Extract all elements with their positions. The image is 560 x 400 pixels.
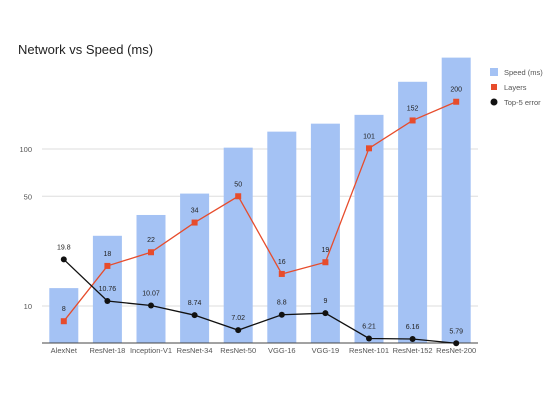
layers-marker bbox=[60, 318, 67, 325]
layers-data-label: 200 bbox=[450, 87, 462, 94]
legend-swatch-top5-error bbox=[490, 98, 498, 106]
y-tick-label: 10 bbox=[24, 302, 32, 311]
layers-data-label: 8 bbox=[62, 306, 66, 313]
layers-marker bbox=[278, 270, 285, 277]
layers-data-label: 16 bbox=[278, 259, 286, 266]
top5-error-data-label: 10.07 bbox=[142, 291, 160, 298]
layers-data-label: 152 bbox=[407, 105, 419, 112]
x-tick-label: ResNet-18 bbox=[89, 346, 125, 355]
layers-marker bbox=[104, 262, 111, 269]
x-tick-label: ResNet-200 bbox=[436, 346, 476, 355]
x-tick-label: VGG-16 bbox=[268, 346, 296, 355]
top5-error-marker bbox=[191, 312, 198, 319]
layers-line bbox=[63, 101, 457, 322]
top5-error-data-label: 7.02 bbox=[231, 315, 245, 322]
layers-data-label: 22 bbox=[147, 237, 155, 244]
layers-data-label: 19 bbox=[322, 247, 330, 254]
top5-error-marker bbox=[322, 310, 329, 317]
top5-error-data-label: 6.21 bbox=[362, 323, 376, 330]
legend-label-top5-error: Top-5 error bbox=[504, 98, 541, 107]
top5-error-marker bbox=[60, 256, 67, 263]
x-tick-label: AlexNet bbox=[51, 346, 78, 355]
legend-swatch-speed bbox=[490, 68, 498, 76]
layers-data-label: 50 bbox=[234, 181, 242, 188]
top5-error-marker bbox=[278, 311, 285, 318]
top5-error-marker bbox=[104, 298, 111, 305]
layers-data-label: 34 bbox=[191, 208, 199, 215]
x-tick-label: VGG-19 bbox=[312, 346, 340, 355]
top5-error-data-label: 10.76 bbox=[99, 286, 117, 293]
layers-marker bbox=[148, 249, 154, 256]
top5-error-marker bbox=[148, 302, 154, 309]
speed-bar bbox=[267, 131, 297, 343]
top5-error-data-label: 19.8 bbox=[57, 244, 71, 251]
legend-label-speed: Speed (ms) bbox=[504, 68, 543, 77]
chart-title: Network vs Speed (ms) bbox=[18, 42, 154, 57]
layers-marker bbox=[322, 259, 329, 266]
speed-bar bbox=[398, 81, 428, 343]
layers-data-label: 101 bbox=[363, 133, 375, 140]
speed-bar bbox=[223, 147, 253, 343]
top5-error-data-label: 9 bbox=[323, 298, 327, 305]
legend-label-layers: Layers bbox=[504, 83, 527, 92]
top5-error-marker bbox=[409, 336, 416, 343]
top5-error-marker bbox=[453, 340, 460, 347]
speed-bar bbox=[49, 288, 79, 343]
x-tick-label: Inception-V1 bbox=[130, 346, 172, 355]
top5-error-data-label: 8.8 bbox=[277, 300, 287, 307]
legend-swatch-layers bbox=[491, 84, 497, 90]
top5-error-marker bbox=[235, 327, 242, 334]
top5-error-data-label: 6.16 bbox=[406, 324, 420, 331]
speed-bar bbox=[92, 235, 122, 343]
layers-marker bbox=[409, 117, 416, 124]
speed-bar bbox=[136, 214, 166, 343]
top5-error-marker bbox=[366, 335, 372, 342]
layers-data-label: 18 bbox=[104, 251, 112, 258]
top5-error-data-label: 8.74 bbox=[188, 300, 202, 307]
y-tick-label: 100 bbox=[19, 145, 32, 154]
x-tick-label: ResNet-152 bbox=[393, 346, 433, 355]
top5-error-line bbox=[63, 258, 457, 344]
layers-marker bbox=[191, 219, 198, 226]
layers-marker bbox=[453, 98, 460, 105]
top5-error-data-label: 5.79 bbox=[449, 328, 463, 335]
layers-marker bbox=[366, 145, 372, 152]
x-tick-label: ResNet-50 bbox=[220, 346, 256, 355]
layers-marker bbox=[235, 193, 242, 200]
y-tick-label: 50 bbox=[24, 192, 32, 201]
x-tick-label: ResNet-34 bbox=[177, 346, 213, 355]
speed-bar bbox=[310, 123, 340, 343]
speed-bar bbox=[354, 114, 384, 344]
x-tick-label: ResNet-101 bbox=[349, 346, 389, 355]
